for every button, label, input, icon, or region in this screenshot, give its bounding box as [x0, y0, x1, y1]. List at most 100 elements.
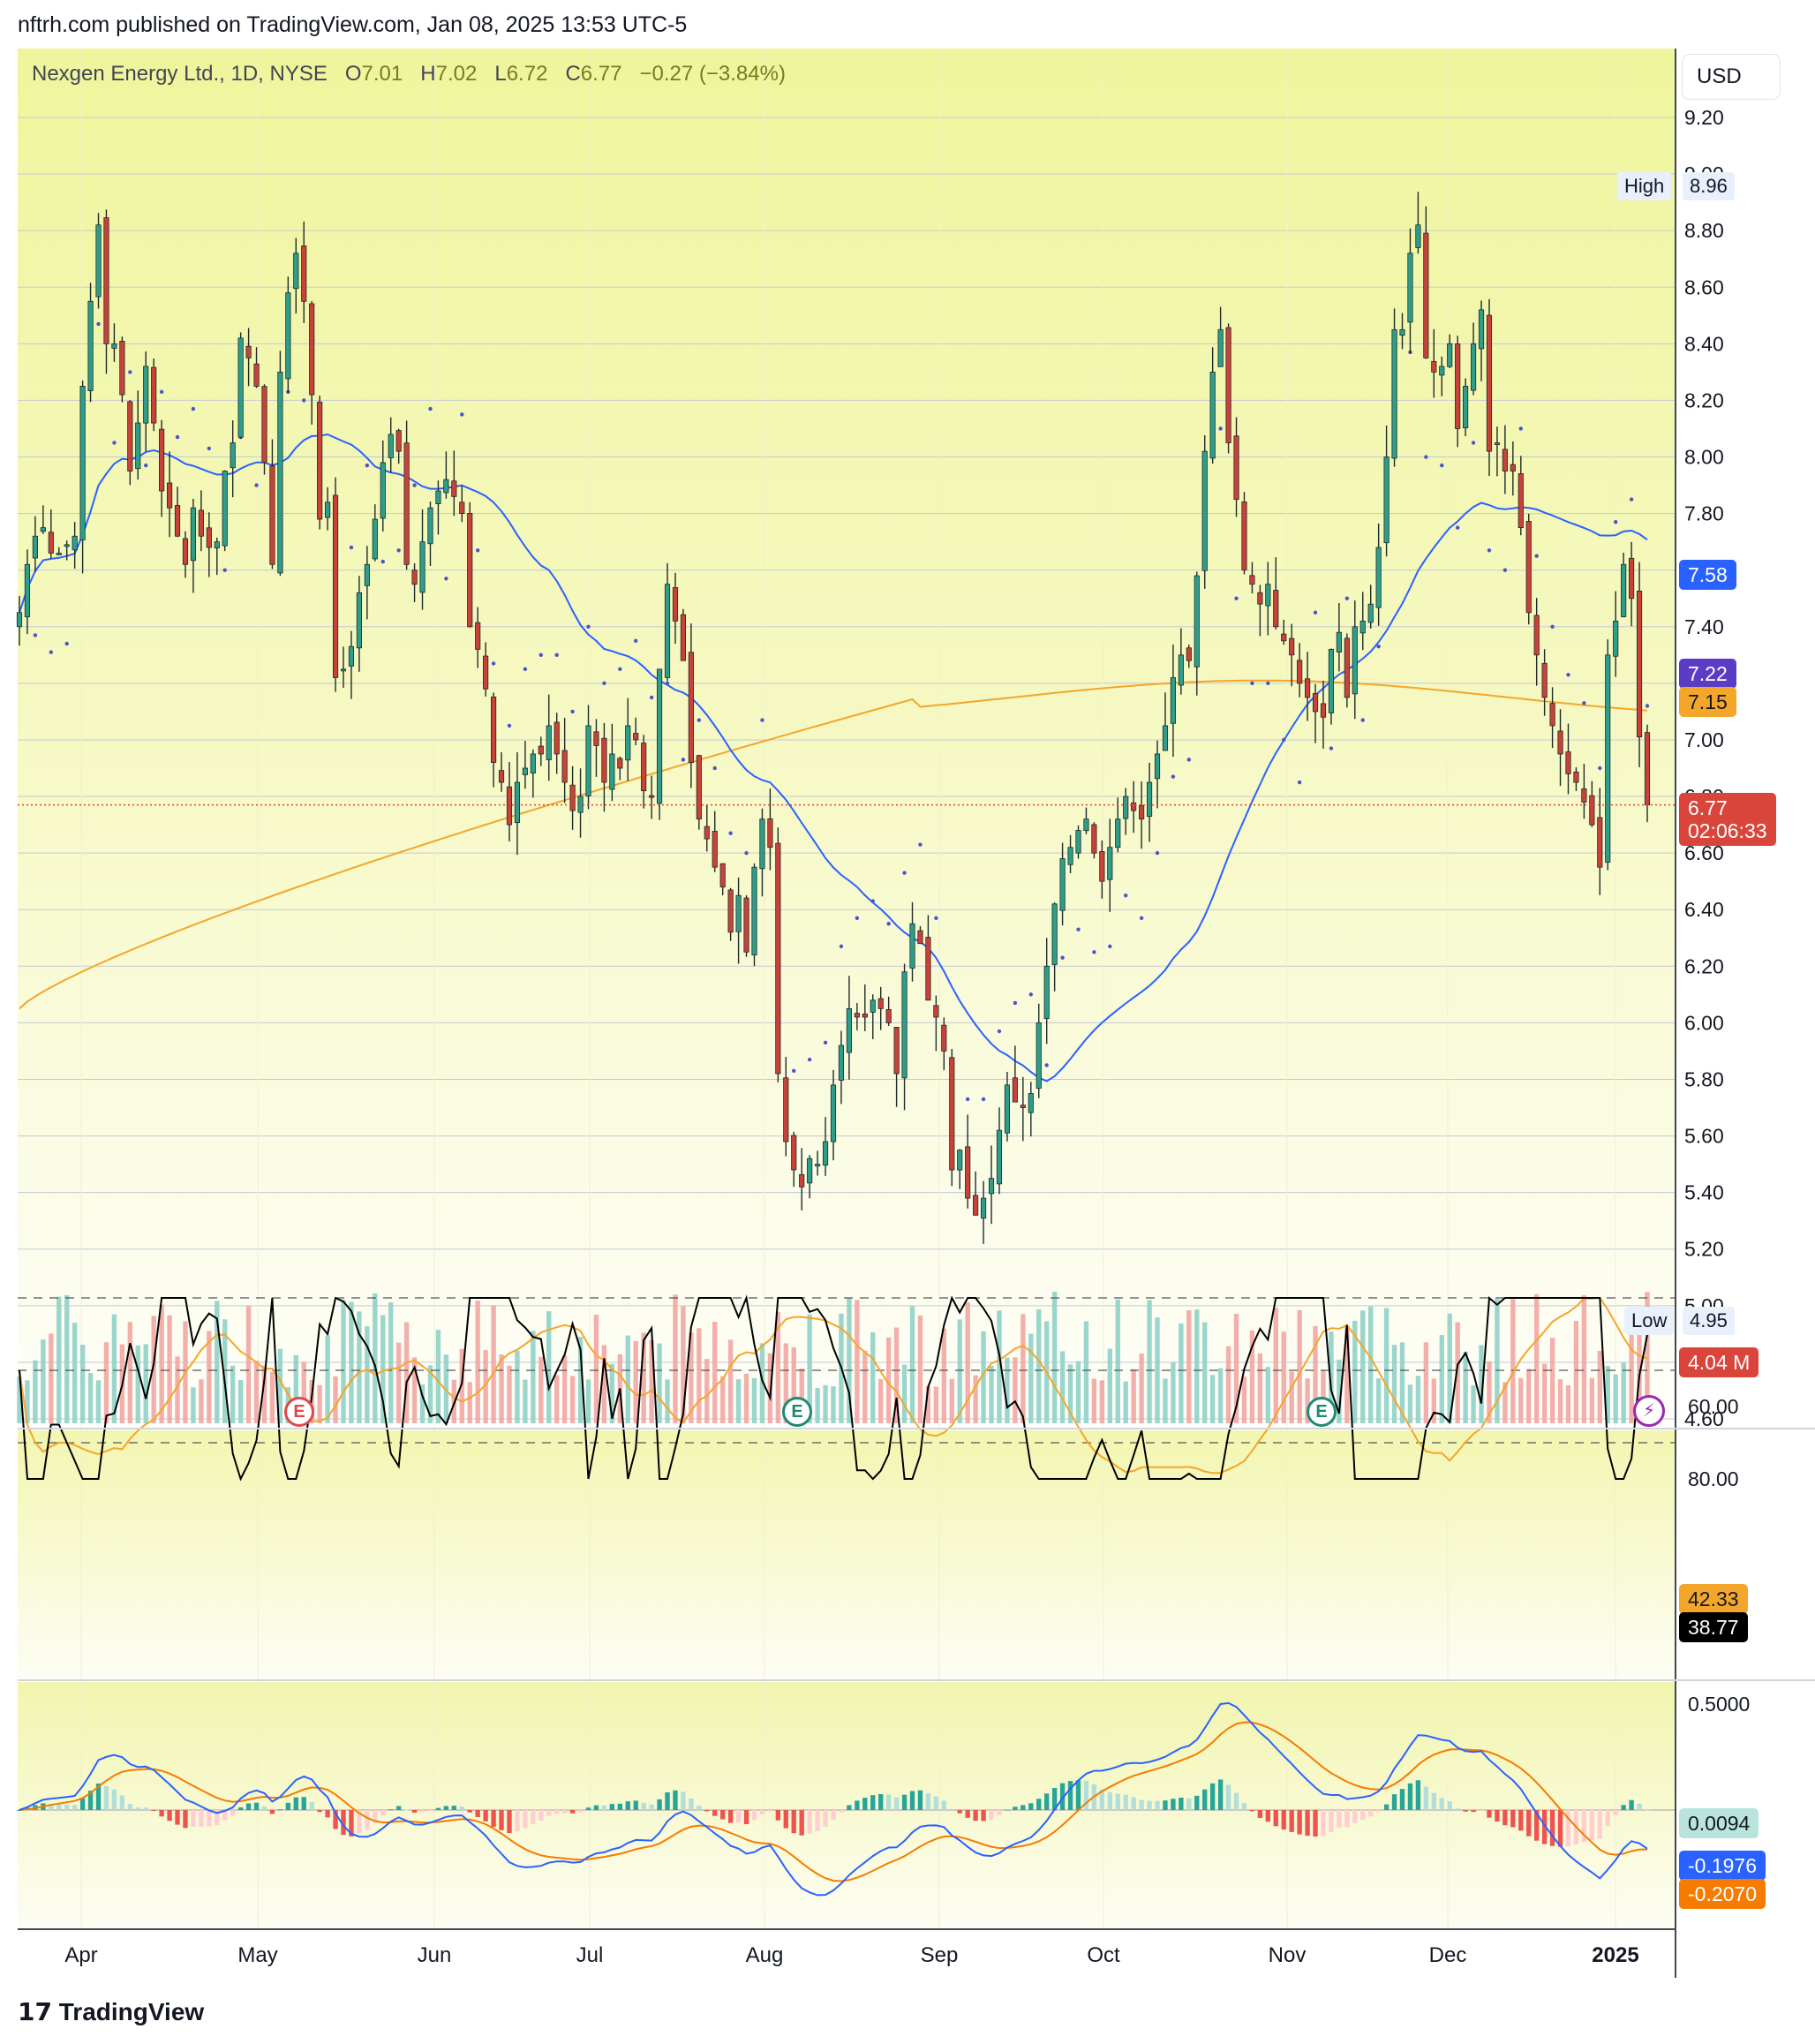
- candle-body: [1146, 781, 1153, 818]
- volume-bar: [17, 1376, 22, 1423]
- candle-body: [791, 1135, 797, 1171]
- psar-dot: [1282, 737, 1286, 743]
- macd-hist-bar: [1123, 1794, 1128, 1810]
- earnings-badge[interactable]: E: [782, 1397, 812, 1427]
- psar-dot: [1013, 1000, 1018, 1006]
- psar-dot: [349, 545, 354, 550]
- volume-bar: [523, 1379, 528, 1423]
- volume-bar: [1194, 1309, 1200, 1423]
- candle-body: [965, 1146, 971, 1199]
- candle-body: [1525, 521, 1532, 614]
- candle-body: [727, 889, 734, 933]
- macd-hist-bar: [1487, 1810, 1492, 1818]
- psar-dot: [602, 681, 606, 686]
- candle-body: [1131, 802, 1137, 811]
- macd-signal-line: [19, 1721, 1648, 1882]
- volume-bar: [751, 1377, 757, 1423]
- legend-l-label: L: [494, 62, 507, 86]
- candle-body: [854, 1013, 860, 1018]
- macd-hist-bar: [151, 1810, 156, 1811]
- volume-bar: [1565, 1384, 1571, 1423]
- volume-bar: [1289, 1371, 1294, 1423]
- psar-dot: [1234, 596, 1239, 600]
- psar-dot: [855, 916, 860, 921]
- macd-hist-bar: [1171, 1799, 1176, 1810]
- lightning-icon[interactable]: ⚡: [1633, 1395, 1665, 1427]
- volume-bar: [1447, 1313, 1452, 1423]
- volume-bar: [1115, 1299, 1120, 1423]
- volume-bar: [1131, 1369, 1136, 1423]
- volume-bar: [41, 1339, 46, 1423]
- macd-hist-bar: [79, 1798, 86, 1810]
- volume-bar: [870, 1331, 876, 1423]
- volume-bar: [1329, 1331, 1334, 1423]
- volume-bar: [885, 1337, 892, 1423]
- volume-bar: [1495, 1299, 1500, 1423]
- macd-hist-bar: [301, 1797, 306, 1810]
- macd-hist-bar: [949, 1808, 954, 1810]
- candle-body: [1431, 360, 1437, 373]
- macd-hist-bar: [215, 1810, 220, 1826]
- macd-hist-bar: [175, 1810, 180, 1825]
- macd-hist-bar: [1155, 1800, 1160, 1810]
- candle-body: [119, 341, 125, 396]
- candle-body: [151, 366, 157, 424]
- volume-bar: [862, 1350, 868, 1423]
- psar-dot: [792, 1068, 796, 1074]
- macd-hist-bar: [1131, 1797, 1136, 1810]
- macd-hist-bar: [1479, 1810, 1484, 1812]
- candle-body: [340, 668, 347, 672]
- candle-body: [372, 518, 378, 560]
- volume-bar: [1013, 1357, 1018, 1423]
- volume-bar: [1518, 1377, 1524, 1423]
- psar-dot: [460, 412, 464, 417]
- volume-bar: [237, 1380, 244, 1423]
- macd-hist-bar: [127, 1803, 133, 1810]
- volume-bar: [1360, 1310, 1366, 1423]
- candle-body: [530, 753, 536, 773]
- volume-bar: [657, 1343, 662, 1423]
- volume-bar: [1139, 1353, 1144, 1423]
- candle-body: [1549, 703, 1555, 727]
- macd-hist-bar: [1549, 1810, 1555, 1846]
- volume-bar: [561, 1355, 568, 1423]
- currency-button[interactable]: USD: [1683, 55, 1780, 99]
- candle-body: [696, 755, 702, 820]
- volume-bar: [925, 1386, 931, 1423]
- candle-body: [1478, 309, 1485, 350]
- candle-body: [815, 1164, 821, 1167]
- earnings-badge[interactable]: E: [1307, 1397, 1337, 1427]
- candle-body: [159, 428, 165, 492]
- macd-hist-bar: [1257, 1810, 1263, 1819]
- volume-bar: [1605, 1366, 1610, 1423]
- macd-hist-bar: [1083, 1780, 1089, 1810]
- macd-hist-bar: [878, 1794, 884, 1810]
- macd-hist-bar: [499, 1810, 504, 1830]
- time-tick-label: Jul: [576, 1943, 604, 1967]
- candle-body: [1004, 1084, 1011, 1134]
- macd-hist-bar: [1067, 1781, 1073, 1810]
- candle-body: [1162, 725, 1169, 751]
- candle-body: [617, 758, 623, 769]
- volume-bar: [569, 1376, 576, 1423]
- macd-hist-bar: [1375, 1810, 1382, 1812]
- volume-bar: [1573, 1321, 1579, 1423]
- candle-body: [269, 465, 275, 565]
- earnings-badge[interactable]: E: [284, 1397, 314, 1427]
- candle-body: [1415, 224, 1421, 248]
- volume-bar: [1059, 1351, 1066, 1423]
- volume-bar: [681, 1306, 686, 1423]
- macd-hist-bar: [49, 1803, 54, 1810]
- macd-hist-bar: [191, 1810, 196, 1827]
- volume-bar: [1179, 1323, 1184, 1423]
- volume-bar: [411, 1357, 418, 1423]
- macd-hist-bar: [1439, 1798, 1444, 1810]
- volume-bar: [1075, 1361, 1081, 1423]
- candle-body: [1107, 847, 1113, 880]
- macd-hist-bar: [689, 1798, 694, 1810]
- psar-dot: [49, 650, 54, 654]
- candle-body: [822, 1141, 829, 1165]
- candle-body: [230, 442, 236, 469]
